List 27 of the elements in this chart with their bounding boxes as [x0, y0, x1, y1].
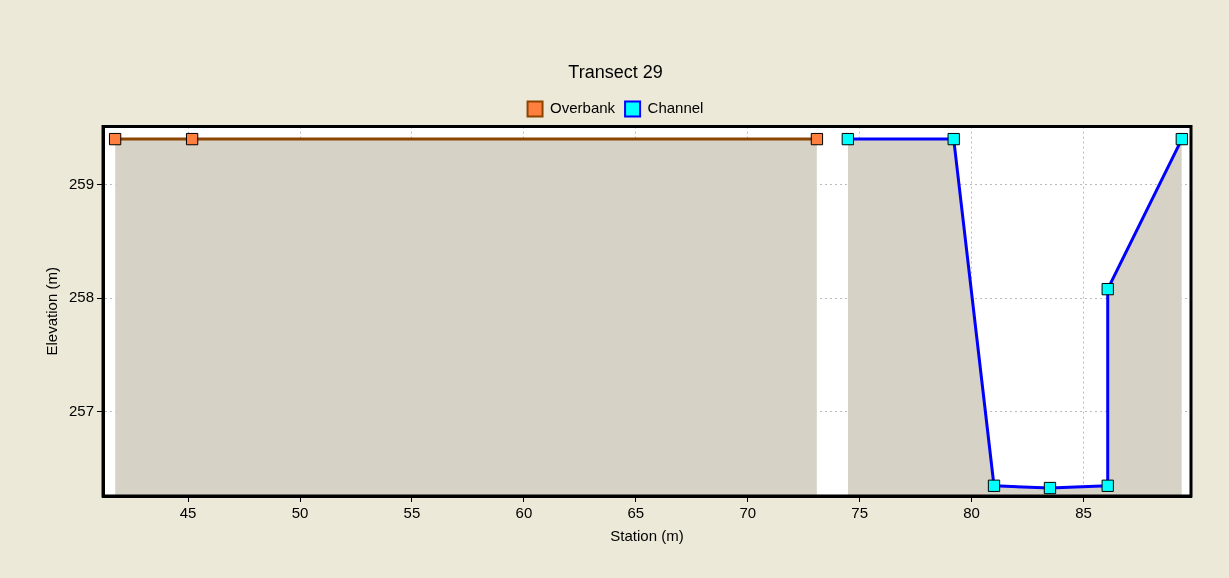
point: [108, 132, 122, 146]
x-tick-label: 75: [851, 504, 869, 522]
point: [1101, 479, 1114, 492]
x-axis-title: Station (m): [610, 527, 684, 545]
x-tick-label: 80: [963, 504, 980, 522]
x-tick-label: 70: [739, 504, 757, 522]
chart-title: Transect 29: [568, 61, 663, 82]
y-tick-label: 257: [69, 402, 95, 420]
point: [841, 132, 854, 146]
x-tick-label: 85: [1075, 504, 1092, 522]
point: [987, 479, 1001, 492]
x-tick-label: 50: [291, 504, 309, 522]
point: [810, 132, 824, 146]
point: [1043, 481, 1057, 495]
x-tick-label: 60: [515, 504, 533, 522]
y-tick-label: 259: [69, 174, 95, 192]
x-tick-label: 65: [627, 504, 645, 522]
y-axis-title: Elevation (m): [43, 267, 61, 356]
point: [947, 132, 960, 146]
x-tick-label: 45: [179, 504, 197, 522]
point: [1101, 282, 1114, 296]
y-tick-label: 258: [69, 288, 95, 306]
legend-label: Overbank: [550, 99, 616, 117]
x-tick-label: 55: [403, 504, 421, 522]
point: [1175, 132, 1188, 146]
legend-label: Channel: [647, 99, 704, 117]
point: [185, 132, 199, 146]
